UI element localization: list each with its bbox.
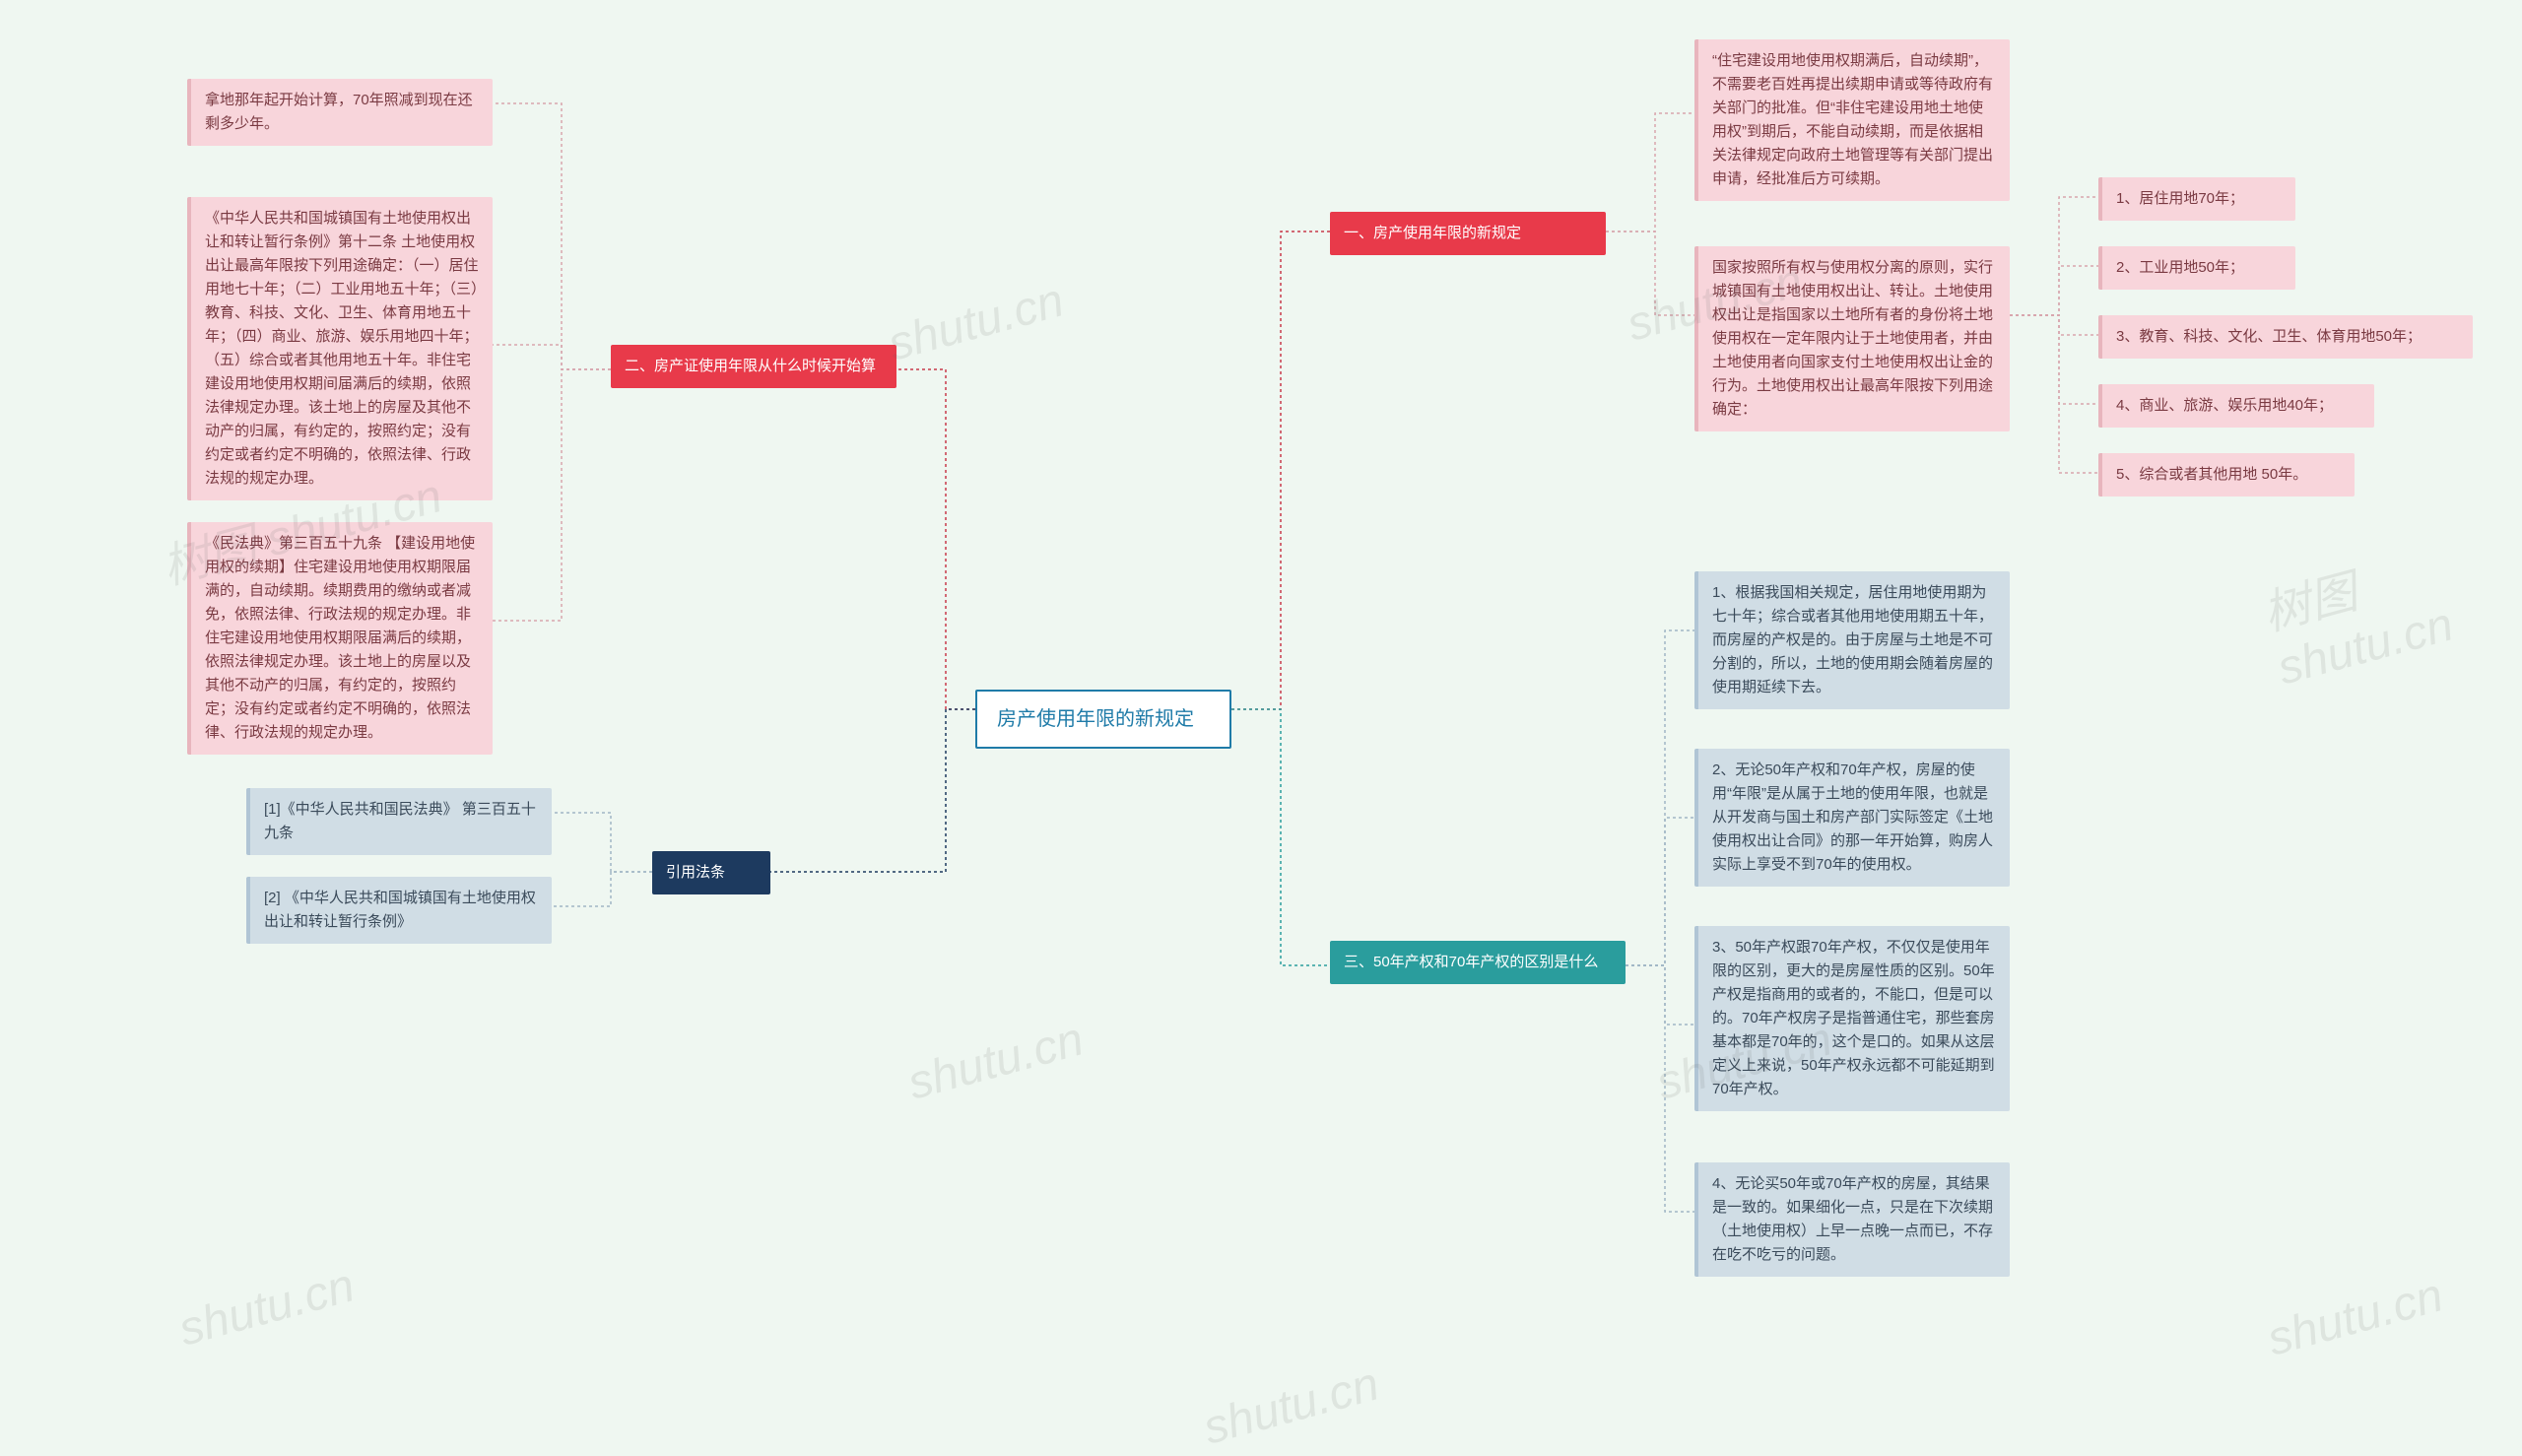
- branch-4[interactable]: 引用法条: [652, 851, 770, 894]
- b3-child-4[interactable]: 4、无论买50年或70年产权的房屋，其结果是一致的。如果细化一点，只是在下次续期…: [1694, 1162, 2010, 1277]
- branch-1[interactable]: 一、房产使用年限的新规定: [1330, 212, 1606, 255]
- b1-detail-3[interactable]: 3、教育、科技、文化、卫生、体育用地50年；: [2098, 315, 2473, 359]
- branch-2[interactable]: 二、房产证使用年限从什么时候开始算: [611, 345, 896, 388]
- b4-child-2[interactable]: [2] 《中华人民共和国城镇国有土地使用权出让和转让暂行条例》: [246, 877, 552, 944]
- b2-child-1[interactable]: 拿地那年起开始计算，70年照减到现在还剩多少年。: [187, 79, 493, 146]
- branch-3[interactable]: 三、50年产权和70年产权的区别是什么: [1330, 941, 1626, 984]
- b1-child-2[interactable]: 国家按照所有权与使用权分离的原则，实行城镇国有土地使用权出让、转让。土地使用权出…: [1694, 246, 2010, 431]
- watermark: shutu.cn: [883, 273, 1070, 371]
- b1-detail-5[interactable]: 5、综合或者其他用地 50年。: [2098, 453, 2355, 496]
- b2-child-2[interactable]: 《中华人民共和国城镇国有土地使用权出让和转让暂行条例》第十二条 土地使用权出让最…: [187, 197, 493, 500]
- watermark: shutu.cn: [173, 1258, 361, 1357]
- watermark: shutu.cn: [1198, 1357, 1385, 1455]
- root-node[interactable]: 房产使用年限的新规定: [975, 690, 1231, 749]
- b3-child-2[interactable]: 2、无论50年产权和70年产权，房屋的使用“年限”是从属于土地的使用年限，也就是…: [1694, 749, 2010, 887]
- b1-detail-2[interactable]: 2、工业用地50年；: [2098, 246, 2295, 290]
- b1-detail-4[interactable]: 4、商业、旅游、娱乐用地40年；: [2098, 384, 2374, 428]
- b3-child-1[interactable]: 1、根据我国相关规定，居住用地使用期为七十年；综合或者其他用地使用期五十年，而房…: [1694, 571, 2010, 709]
- b2-child-3[interactable]: 《民法典》第三百五十九条 【建设用地使用权的续期】住宅建设用地使用权期限届满的，…: [187, 522, 493, 755]
- watermark: 树图 shutu.cn: [2254, 510, 2522, 695]
- b4-child-1[interactable]: [1]《中华人民共和国民法典》 第三百五十九条: [246, 788, 552, 855]
- watermark: shutu.cn: [2262, 1268, 2449, 1366]
- b1-child-1[interactable]: “住宅建设用地使用权期满后，自动续期”，不需要老百姓再提出续期申请或等待政府有关…: [1694, 39, 2010, 201]
- b1-detail-1[interactable]: 1、居住用地70年；: [2098, 177, 2295, 221]
- b3-child-3[interactable]: 3、50年产权跟70年产权，不仅仅是使用年限的区别，更大的是房屋性质的区别。50…: [1694, 926, 2010, 1111]
- watermark: shutu.cn: [902, 1012, 1090, 1110]
